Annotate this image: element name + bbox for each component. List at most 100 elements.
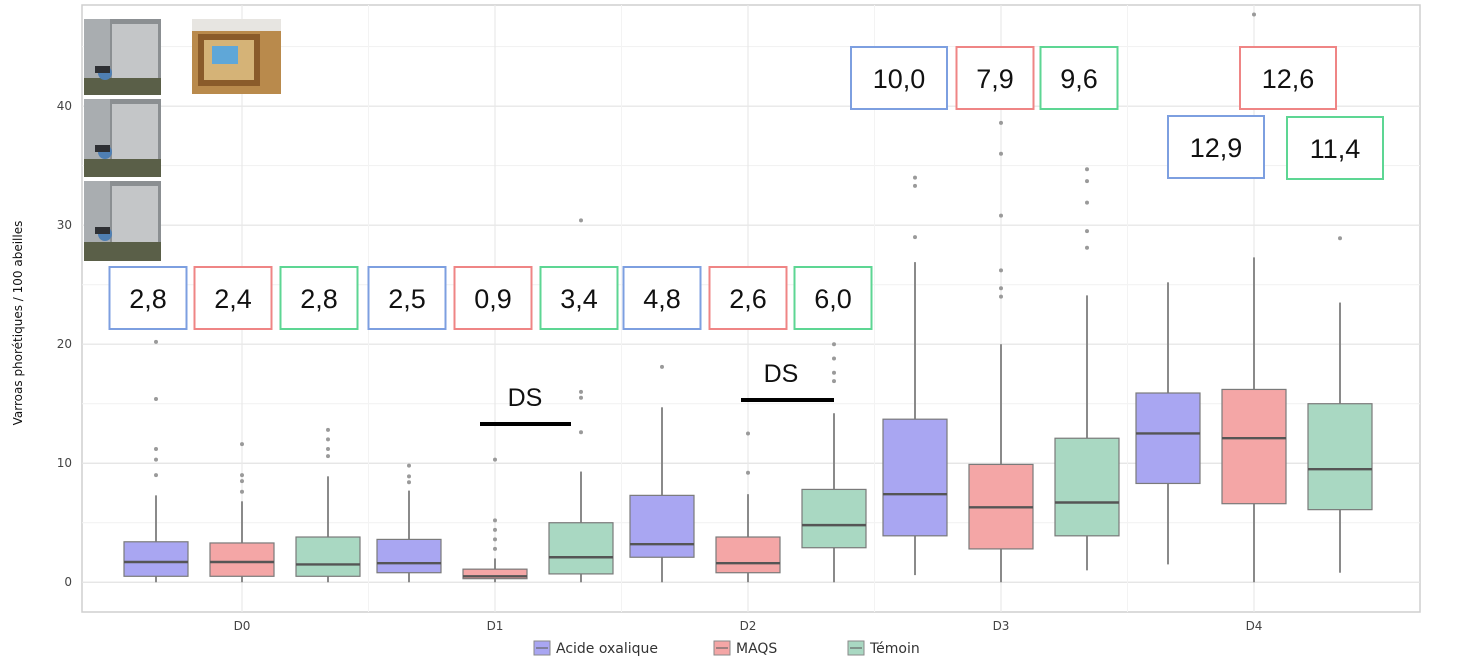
significance-d1: DS (480, 384, 571, 426)
outlier-point (326, 437, 330, 442)
outlier-point (326, 446, 330, 451)
mean-label-maqs-d4: 12,6 (1239, 46, 1337, 110)
outlier-point (493, 546, 497, 551)
box-body (209, 542, 275, 577)
y-tick-label: 10 (57, 456, 72, 470)
box-acide-oxalique-d3 (882, 175, 948, 576)
box-maqs-d2 (715, 431, 781, 583)
mean-label-maqs-d2: 2,6 (708, 266, 788, 330)
mean-label-text: 12,6 (1262, 64, 1315, 94)
outlier-point (999, 120, 1003, 125)
y-tick-label: 20 (57, 337, 72, 351)
outlier-point (832, 379, 836, 384)
mean-label-frame (193, 266, 273, 330)
x-tick-label: D4 (1246, 619, 1263, 633)
mean-label-frame (850, 46, 948, 110)
legend-label: Acide oxalique (556, 641, 658, 657)
mean-label-frame (793, 266, 873, 330)
outlier-point (240, 442, 244, 447)
legend: Acide oxalique MAQS Témoin (533, 640, 920, 657)
outlier-point (154, 339, 158, 344)
mean-label-text: 2,5 (388, 284, 426, 314)
mean-label-maqs-d3: 7,9 (955, 46, 1035, 110)
box-acide-oxalique-d0 (123, 339, 189, 583)
outlier-point (493, 457, 497, 462)
legend-item-acide-oxalique: Acide oxalique (533, 640, 658, 657)
outlier-point (999, 286, 1003, 291)
legend-item-maqs: MAQS (713, 640, 777, 657)
box-maqs-d1 (462, 457, 528, 583)
outlier-point (832, 342, 836, 347)
mean-label-maqs-d1: 0,9 (453, 266, 533, 330)
outlier-point (746, 470, 750, 475)
outlier-point (240, 473, 244, 478)
mean-label-frame (622, 266, 702, 330)
box-body (1135, 392, 1201, 485)
y-axis-ticks: 0 10 20 30 40 (57, 99, 72, 589)
box-acide-oxalique-d1 (376, 463, 442, 583)
outlier-point (999, 151, 1003, 156)
outlier-point (154, 396, 158, 401)
outlier-point (660, 364, 664, 369)
box-body (882, 418, 948, 537)
x-tick-label: D0 (234, 619, 251, 633)
x-tick-label: D3 (993, 619, 1010, 633)
outlier-point (913, 183, 917, 188)
box-group: 2,8 2,5 4,8 10,0 12,9 2,4 0,9 2,6 7,9 12,6 2,8 3,4 6… (108, 12, 1384, 583)
box-body (1307, 403, 1373, 511)
outlier-point (154, 457, 158, 462)
mean-label-acide-oxalique-d3: 10,0 (850, 46, 948, 110)
significance-label: DS (508, 384, 543, 412)
mean-label-text: 11,4 (1310, 134, 1361, 164)
mean-label-frame (708, 266, 788, 330)
box-body (801, 488, 867, 549)
beehive-photo (84, 181, 161, 261)
outlier-point (832, 356, 836, 361)
mean-label-frame (108, 266, 188, 330)
outlier-point (326, 454, 330, 459)
mean-label-frame (1286, 116, 1384, 180)
outlier-point (913, 235, 917, 240)
beehive-photo (84, 19, 161, 95)
mean-label-text: 10,0 (873, 64, 926, 94)
box-t-moin-d4 (1307, 236, 1373, 573)
outlier-point (832, 370, 836, 375)
mean-label-acide-oxalique-d4: 12,9 (1167, 115, 1265, 179)
significance-d2: DS (741, 360, 834, 402)
beehive-photo (84, 99, 161, 177)
y-tick-label: 40 (57, 99, 72, 113)
mean-label-text: 2,8 (129, 284, 167, 314)
box-t-moin-d0 (295, 427, 361, 583)
outlier-point (579, 430, 583, 435)
mean-label-t-moin-d3: 9,6 (1039, 46, 1119, 110)
outlier-point (999, 213, 1003, 218)
mean-label-frame (955, 46, 1035, 110)
mean-label-text: 0,9 (474, 284, 512, 314)
mean-label-frame (1039, 46, 1119, 110)
box-t-moin-d1 (548, 218, 614, 583)
mean-label-frame (539, 266, 619, 330)
outlier-point (240, 479, 244, 484)
mean-label-text: 6,0 (814, 284, 852, 314)
box-acide-oxalique-d4 (1135, 282, 1201, 565)
mean-label-text: 2,6 (729, 284, 767, 314)
outlier-point (407, 463, 411, 468)
y-axis-label: Varroas phorétiques / 100 abeilles (11, 221, 25, 426)
x-tick-label: D1 (487, 619, 504, 633)
box-maqs-d3 (968, 120, 1034, 583)
outlier-point (913, 175, 917, 180)
x-axis-ticks: D0 D1 D2 D3 D4 (234, 619, 1263, 633)
box-body (376, 538, 442, 574)
outlier-point (1338, 236, 1342, 241)
mean-label-frame (453, 266, 533, 330)
mean-label-text: 9,6 (1060, 64, 1098, 94)
box-maqs-d4 (1221, 12, 1287, 583)
legend-item-t-moin: Témoin (847, 640, 920, 657)
mean-label-t-moin-d2: 6,0 (793, 266, 873, 330)
outlier-point (999, 294, 1003, 299)
mean-label-frame (1167, 115, 1265, 179)
outlier-point (1085, 229, 1089, 234)
mean-label-frame (279, 266, 359, 330)
x-tick-label: D2 (740, 619, 757, 633)
y-tick-label: 30 (57, 218, 72, 232)
